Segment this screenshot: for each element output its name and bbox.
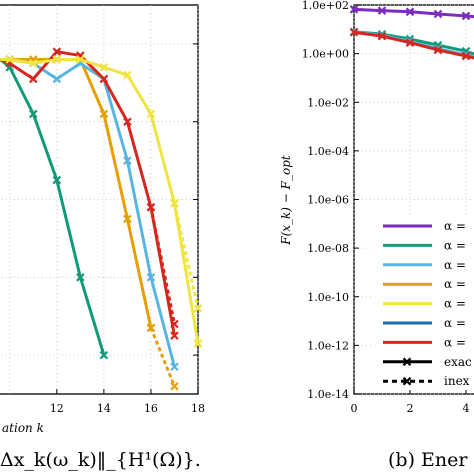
right-panel: 1.0e+02 1.0e+00 1.0e-02 1.0e-04 1.0e-06 1.0e-… (279, 0, 474, 471)
left-panel: 12 14 16 18 ation k Δx_k(ω_k)‖_{H¹(Ω)}. (0, 4, 205, 471)
left-data-point (52, 55, 62, 64)
legend-label: inex (444, 374, 470, 388)
legend-label: α = (444, 219, 466, 233)
right-x-tick-label: 4 (463, 402, 470, 415)
legend-label: α = (444, 277, 466, 291)
left-data-point (29, 74, 38, 84)
right-x-ticks: 0 2 4 (351, 389, 470, 415)
left-series-line (173, 203, 200, 309)
left-caption: Δx_k(ω_k)‖_{H¹(Ω)}. (0, 449, 201, 471)
left-series-line (149, 327, 176, 387)
left-data-point (52, 47, 62, 56)
legend-label: α = (444, 316, 466, 330)
left-x-tick-label: 18 (191, 402, 205, 415)
right-y-tick-label: 1.0e-12 (307, 339, 349, 352)
right-x-tick-label: 0 (351, 402, 358, 415)
left-data-point (76, 55, 85, 64)
left-data-point (99, 62, 109, 72)
right-data-point (349, 5, 359, 14)
right-data-point (349, 27, 359, 37)
left-data-point (170, 319, 179, 329)
right-y-tick-label: 1.0e+00 (302, 48, 349, 61)
right-data-point (433, 45, 443, 55)
left-data-point (146, 273, 156, 282)
legend-label: exac (444, 355, 472, 369)
right-data-point (405, 7, 415, 17)
left-series-line (0, 57, 200, 344)
right-y-tick-label: 1.0e-04 (307, 145, 349, 158)
right-y-ticks: 1.0e+02 1.0e+00 1.0e-02 1.0e-04 1.0e-06 1.0e-… (302, 0, 359, 401)
left-data-point (123, 70, 132, 80)
right-data-point (377, 6, 387, 15)
left-data-point (193, 339, 203, 348)
left-data-point (52, 74, 62, 84)
legend: α = α = α = α = α = α = α = exac inex (374, 214, 474, 390)
left-data-point (99, 350, 109, 360)
left-data-point (170, 331, 179, 340)
right-y-tick-label: 1.0e-02 (307, 96, 349, 109)
left-data-point (123, 214, 132, 224)
left-data-point (146, 109, 156, 119)
right-data-point (433, 9, 443, 19)
left-x-tick-label: 16 (144, 402, 158, 415)
left-data-point (170, 381, 179, 391)
left-x-axis-label: ation k (2, 421, 44, 435)
right-y-tick-label: 1.0e-14 (307, 388, 349, 401)
left-series-line (0, 57, 153, 329)
right-y-tick-label: 1.0e-06 (307, 194, 349, 207)
right-caption: (b) Ener (388, 449, 468, 471)
right-data-point (461, 11, 471, 21)
left-data-point (29, 109, 38, 119)
left-data-point (170, 199, 179, 208)
left-x-tick-label: 12 (50, 402, 64, 415)
right-x-tick-label: 2 (407, 402, 414, 415)
right-data-point (461, 51, 471, 61)
right-y-tick-label: 1.0e+02 (302, 0, 349, 12)
left-data-point (146, 203, 156, 212)
left-data-point (76, 273, 85, 282)
left-data-point (193, 304, 203, 313)
legend-label: α = (444, 297, 466, 311)
right-series-line (353, 7, 474, 19)
left-series-line (149, 206, 176, 325)
left-data-point (123, 156, 132, 165)
left-data-point (99, 109, 109, 119)
left-data-point (123, 117, 132, 126)
right-y-tick-label: 1.0e-08 (307, 242, 349, 255)
left-x-ticks: 12 14 16 18 (50, 389, 205, 415)
right-y-tick-label: 1.0e-10 (307, 291, 349, 304)
left-data-point (5, 55, 15, 64)
left-data-point (99, 74, 109, 84)
left-series-line (0, 50, 176, 336)
left-series-line (0, 58, 106, 356)
right-data-point (377, 31, 387, 41)
legend-label: α = (444, 335, 466, 349)
legend-label: α = (444, 238, 466, 252)
right-data-point (405, 38, 415, 47)
right-series (349, 5, 474, 61)
right-y-axis-label: F(x_k) − F_opt (279, 155, 293, 246)
legend-marker (402, 357, 412, 367)
legend-marker (402, 376, 412, 386)
left-data-point (146, 323, 156, 333)
legend-label: α = (444, 258, 466, 272)
left-data-point (29, 59, 38, 68)
left-data-point (170, 362, 179, 372)
left-series (0, 47, 203, 391)
left-data-point (52, 175, 62, 185)
left-x-tick-label: 14 (97, 402, 111, 415)
